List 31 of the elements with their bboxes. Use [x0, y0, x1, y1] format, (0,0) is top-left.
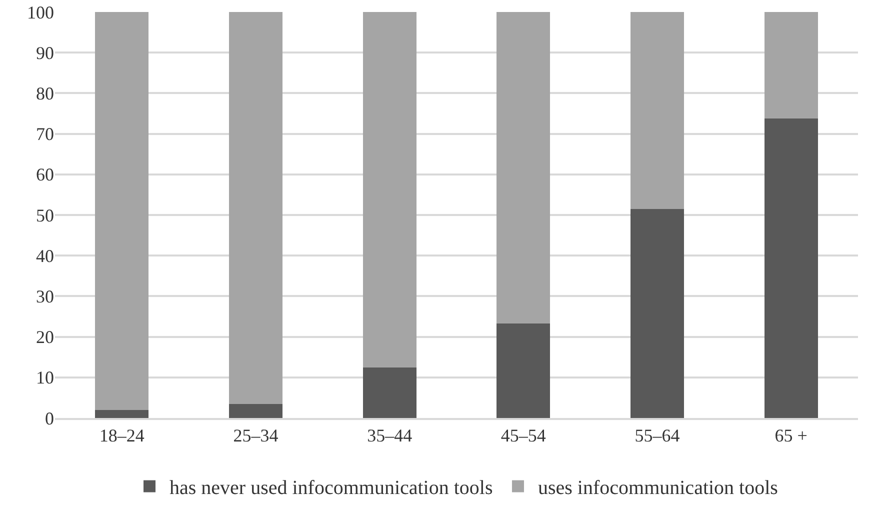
legend-label: has never used infocommunication tools	[170, 477, 493, 500]
x-tick-label: 55–64	[634, 426, 680, 446]
y-tick-label: 40	[36, 246, 54, 266]
bar	[496, 323, 550, 418]
y-tick-label: 70	[36, 124, 54, 144]
y-tick-label: 90	[36, 42, 54, 63]
bar	[362, 12, 416, 368]
bar	[496, 12, 550, 324]
x-tick-label: 18–24	[99, 426, 144, 446]
x-tick-label: 25–34	[233, 426, 278, 446]
bar	[630, 208, 684, 418]
bar	[630, 12, 684, 209]
y-tick-label: 100	[27, 2, 54, 22]
y-tick-label: 20	[36, 327, 54, 348]
x-tick-label: 45–54	[500, 426, 546, 446]
y-tick-label: 50	[36, 205, 54, 226]
legend-label: uses infocommunication tools	[538, 477, 778, 500]
y-tick-label: 60	[36, 164, 54, 185]
y-tick-label: 30	[36, 286, 54, 306]
bar	[362, 367, 416, 418]
y-tick-label: 10	[36, 368, 54, 388]
x-tick-label: 35–44	[367, 426, 412, 446]
bar	[764, 12, 818, 118]
bar	[228, 12, 283, 404]
x-tick-label: 65 +	[774, 426, 808, 446]
y-tick-label: 80	[36, 84, 54, 104]
bar	[95, 410, 149, 418]
bar	[228, 404, 283, 418]
y-tick-label: 0	[45, 408, 54, 428]
bar	[764, 118, 818, 418]
bar	[95, 12, 149, 410]
